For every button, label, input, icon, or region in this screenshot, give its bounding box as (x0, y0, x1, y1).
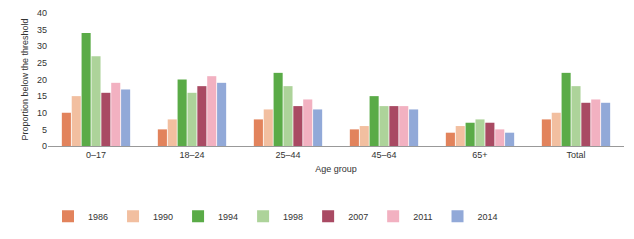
svg-text:10: 10 (37, 108, 47, 118)
svg-text:1986: 1986 (88, 212, 108, 222)
svg-text:65+: 65+ (472, 150, 487, 160)
svg-text:1990: 1990 (153, 212, 173, 222)
svg-text:2011: 2011 (413, 212, 432, 222)
svg-text:1994: 1994 (218, 212, 238, 222)
svg-text:18–24: 18–24 (179, 150, 204, 160)
svg-text:1998: 1998 (283, 212, 303, 222)
svg-text:25: 25 (37, 58, 47, 68)
svg-text:20: 20 (37, 75, 47, 85)
svg-text:0–17: 0–17 (86, 150, 106, 160)
svg-text:30: 30 (37, 41, 47, 51)
svg-text:40: 40 (37, 8, 47, 18)
svg-text:2007: 2007 (348, 212, 368, 222)
svg-text:2014: 2014 (478, 212, 498, 222)
svg-text:35: 35 (37, 25, 47, 35)
svg-text:25–44: 25–44 (275, 150, 300, 160)
svg-text:Age group: Age group (315, 164, 357, 174)
svg-text:45–64: 45–64 (371, 150, 396, 160)
svg-text:5: 5 (42, 125, 47, 135)
svg-text:15: 15 (37, 91, 47, 101)
svg-text:Total: Total (566, 150, 585, 160)
svg-text:Proportion below the threshold: Proportion below the threshold (20, 18, 30, 140)
svg-text:0: 0 (42, 141, 47, 151)
